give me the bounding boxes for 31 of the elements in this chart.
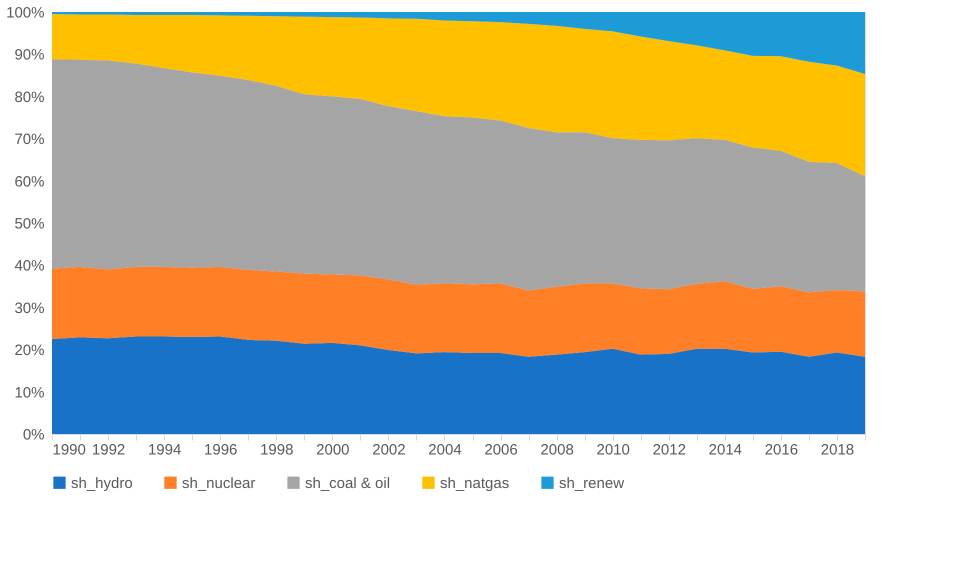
- y-tick-label: 90%: [14, 46, 44, 64]
- legend-label: sh_coal & oil: [305, 474, 390, 492]
- y-tick-label: 50%: [14, 216, 44, 232]
- y-tick-label: 100%: [6, 4, 44, 22]
- x-tick-label: 2012: [652, 442, 686, 458]
- x-tick-label: 2000: [316, 442, 350, 458]
- x-tick-label: 2006: [484, 442, 518, 458]
- y-tick-label: 30%: [14, 300, 44, 317]
- x-tick-label: 1992: [92, 442, 126, 458]
- x-tick-label: 1996: [204, 442, 238, 458]
- x-tick-label: 2018: [820, 442, 854, 458]
- x-tick-label: 2016: [764, 442, 798, 458]
- y-tick-label: 80%: [14, 88, 44, 106]
- x-tick-label: 2002: [372, 442, 406, 458]
- x-tick-label: 1998: [260, 442, 294, 458]
- y-tick-label: 20%: [14, 342, 44, 360]
- x-tick-label: 1990: [52, 442, 86, 458]
- x-tick-label: 2008: [540, 442, 574, 458]
- legend-label: sh_hydro: [71, 474, 133, 492]
- y-tick-label: 60%: [14, 173, 44, 190]
- x-tick-label: 2004: [428, 442, 462, 458]
- legend-label: sh_nuclear: [182, 474, 256, 492]
- legend-label: sh_natgas: [440, 474, 510, 492]
- y-tick-label: 0%: [22, 426, 44, 444]
- x-tick-label: 2014: [708, 442, 742, 458]
- y-tick-label: 10%: [14, 384, 44, 402]
- x-tick-label: 1994: [148, 442, 182, 458]
- legend-label: sh_renew: [559, 474, 624, 492]
- x-tick-label: 2010: [596, 442, 630, 458]
- y-tick-label: 40%: [14, 258, 44, 275]
- y-tick-label: 70%: [14, 131, 44, 148]
